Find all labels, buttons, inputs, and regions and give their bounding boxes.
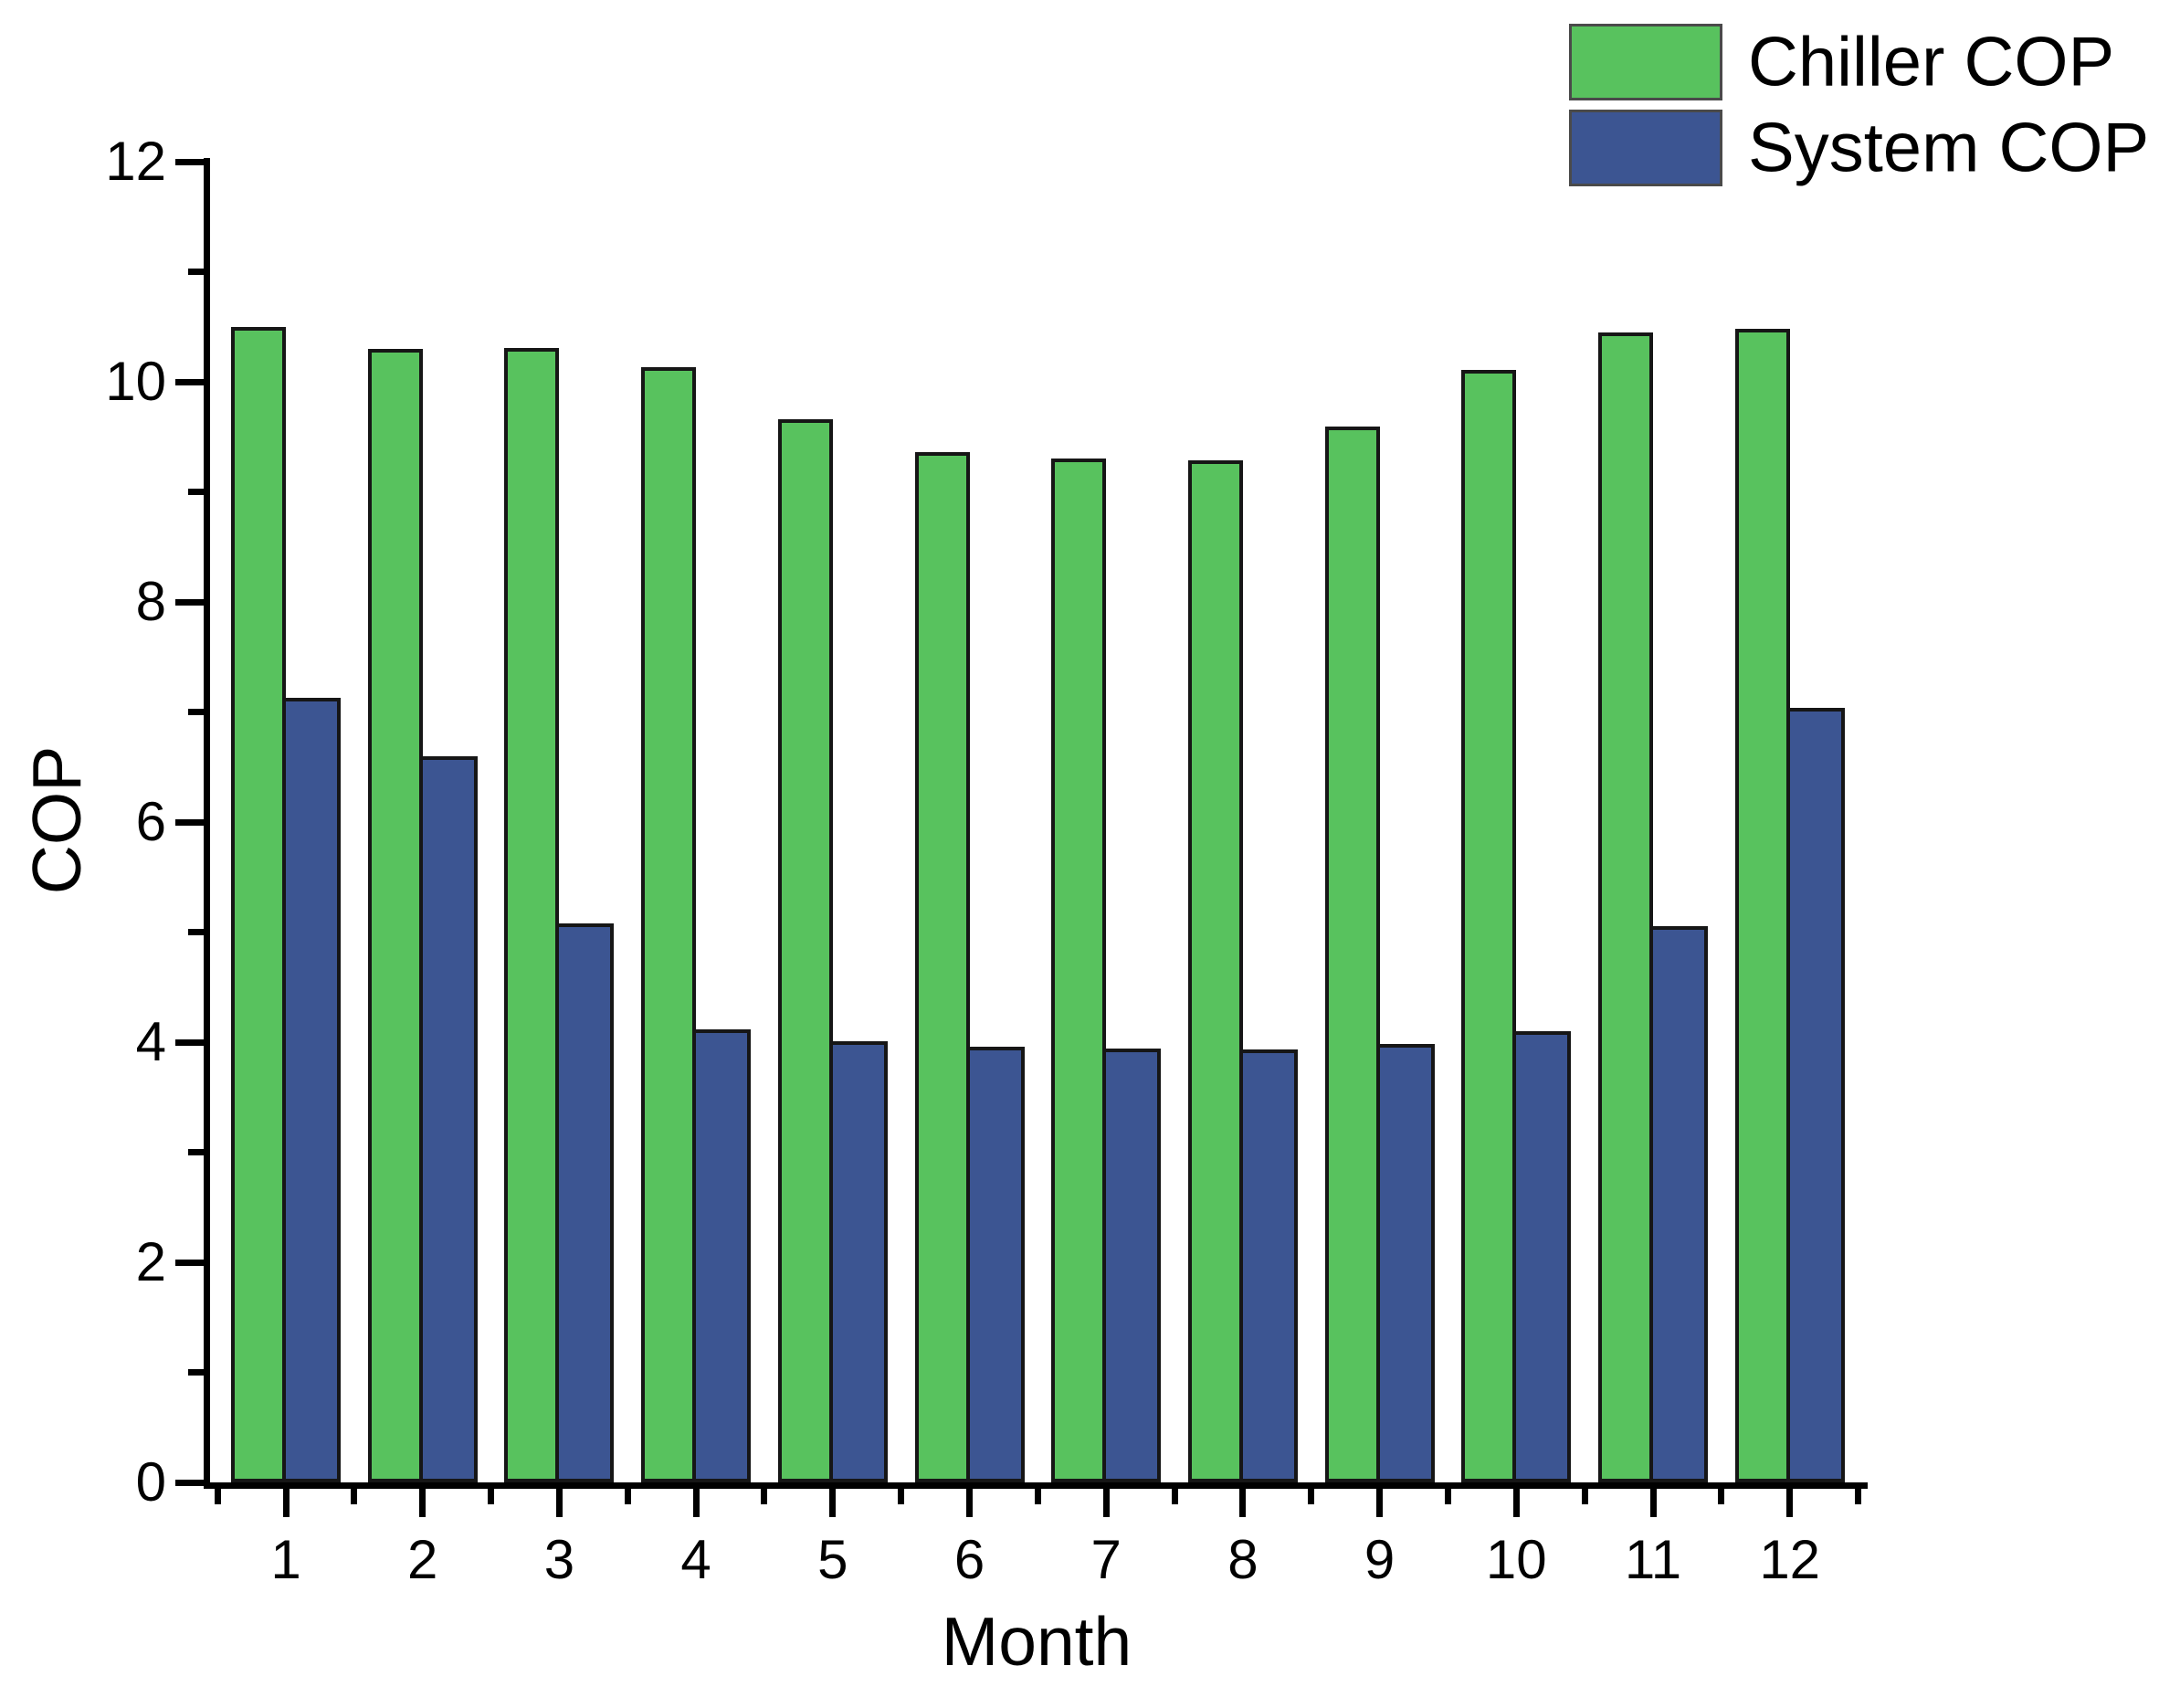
x-minor-tick — [1034, 1489, 1041, 1504]
y-minor-tick — [188, 709, 204, 715]
x-major-tick — [282, 1489, 290, 1517]
x-major-tick — [1102, 1489, 1110, 1517]
bar-chiller-cop-month-1 — [231, 326, 286, 1482]
x-major-tick — [1376, 1489, 1384, 1517]
x-tick-label: 6 — [953, 1529, 985, 1590]
legend-label-chiller-cop: Chiller COP — [1748, 23, 2115, 101]
x-tick-label: 11 — [1624, 1529, 1682, 1590]
y-tick-label: 2 — [135, 1231, 166, 1292]
y-tick-label: 6 — [135, 791, 166, 852]
y-major-tick — [175, 158, 204, 165]
x-major-tick — [555, 1489, 563, 1517]
x-tick-label: 1 — [270, 1529, 301, 1590]
bar-system-cop-month-9 — [1375, 1044, 1435, 1482]
x-minor-tick — [1171, 1489, 1178, 1504]
bar-system-cop-month-5 — [828, 1040, 888, 1482]
y-major-tick — [175, 818, 204, 826]
bar-system-cop-month-8 — [1238, 1049, 1298, 1482]
x-tick-label: 10 — [1485, 1529, 1547, 1590]
x-major-tick — [1649, 1489, 1657, 1517]
x-major-tick — [829, 1489, 837, 1517]
y-axis-title: COP — [18, 745, 95, 895]
bar-chiller-cop-month-10 — [1461, 369, 1517, 1482]
bar-chiller-cop-month-11 — [1598, 332, 1653, 1482]
bar-system-cop-month-1 — [282, 697, 341, 1482]
x-tick-label: 12 — [1759, 1529, 1821, 1590]
x-tick-label: 5 — [817, 1529, 848, 1590]
bar-chiller-cop-month-2 — [367, 348, 423, 1482]
x-minor-tick — [1581, 1489, 1588, 1504]
x-major-tick — [1239, 1489, 1247, 1517]
bar-chiller-cop-month-6 — [914, 452, 970, 1482]
bar-system-cop-month-2 — [418, 755, 478, 1482]
bar-chiller-cop-month-4 — [641, 367, 697, 1482]
x-major-tick — [419, 1489, 427, 1517]
x-major-tick — [966, 1489, 973, 1517]
bar-chiller-cop-month-8 — [1187, 459, 1243, 1482]
y-minor-tick — [188, 269, 204, 275]
x-minor-tick — [214, 1489, 221, 1504]
y-major-tick — [175, 598, 204, 606]
y-minor-tick — [188, 1149, 204, 1155]
bar-chiller-cop-month-9 — [1324, 427, 1380, 1482]
y-axis-spine — [204, 158, 210, 1489]
bar-chiller-cop-month-3 — [504, 347, 560, 1482]
x-minor-tick — [1855, 1489, 1862, 1504]
x-major-tick — [1512, 1489, 1520, 1517]
x-tick-label: 3 — [543, 1529, 575, 1590]
y-major-tick — [175, 1479, 204, 1486]
x-major-tick — [1786, 1489, 1794, 1517]
x-minor-tick — [898, 1489, 905, 1504]
x-minor-tick — [624, 1489, 631, 1504]
y-tick-label: 4 — [135, 1011, 166, 1072]
y-tick-label: 10 — [105, 351, 166, 412]
bar-chiller-cop-month-5 — [777, 418, 833, 1482]
legend-swatch-system-cop — [1569, 110, 1722, 186]
x-tick-label: 7 — [1090, 1529, 1122, 1590]
bar-system-cop-month-7 — [1102, 1049, 1162, 1482]
x-minor-tick — [1444, 1489, 1451, 1504]
x-tick-label: 2 — [407, 1529, 438, 1590]
bar-chiller-cop-month-12 — [1734, 329, 1790, 1482]
x-major-tick — [692, 1489, 700, 1517]
x-tick-label: 9 — [1364, 1529, 1395, 1590]
y-minor-tick — [188, 1369, 204, 1376]
bar-system-cop-month-10 — [1512, 1030, 1572, 1482]
y-tick-label: 0 — [135, 1451, 166, 1513]
y-minor-tick — [188, 489, 204, 495]
x-tick-label: 4 — [680, 1529, 711, 1590]
legend-swatch-chiller-cop — [1569, 24, 1722, 100]
y-major-tick — [175, 1039, 204, 1046]
y-tick-label: 8 — [135, 571, 166, 632]
legend-label-system-cop: System COP — [1748, 109, 2150, 187]
x-axis-title: Month — [941, 1603, 1132, 1680]
x-minor-tick — [761, 1489, 768, 1504]
bar-system-cop-month-11 — [1649, 926, 1708, 1482]
bar-system-cop-month-6 — [965, 1046, 1025, 1482]
x-minor-tick — [1718, 1489, 1725, 1504]
x-minor-tick — [1308, 1489, 1315, 1504]
x-tick-label: 8 — [1227, 1529, 1259, 1590]
y-major-tick — [175, 1259, 204, 1266]
y-tick-label: 12 — [105, 131, 166, 192]
y-minor-tick — [188, 929, 204, 935]
y-major-tick — [175, 378, 204, 385]
x-minor-tick — [488, 1489, 495, 1504]
bar-chiller-cop-month-7 — [1051, 459, 1107, 1482]
x-minor-tick — [351, 1489, 358, 1504]
bar-system-cop-month-4 — [692, 1028, 752, 1482]
bar-system-cop-month-12 — [1785, 707, 1845, 1482]
bar-system-cop-month-3 — [555, 923, 615, 1482]
x-axis-spine — [204, 1482, 1868, 1489]
